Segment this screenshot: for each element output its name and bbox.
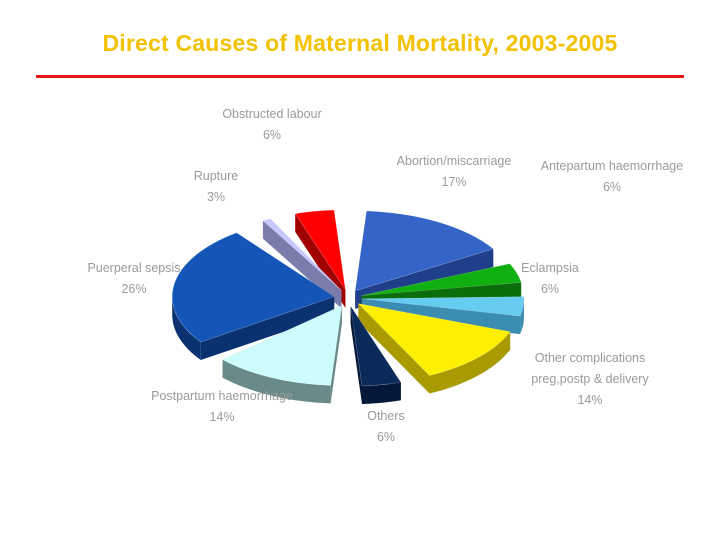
slice-top — [357, 303, 511, 376]
slice-label-line: Other complications — [535, 351, 645, 365]
slide-title: Direct Causes of Maternal Mortality, 200… — [102, 30, 618, 56]
slice-top — [361, 296, 525, 317]
slice-label: Other complications preg,postp & delivery… — [531, 351, 649, 407]
slice-label: Eclampsia 6% — [521, 261, 579, 296]
slice-percent: 3% — [207, 190, 225, 204]
slice-label: Others 6% — [367, 409, 405, 444]
slice-percent: 6% — [603, 180, 621, 194]
pie-slice — [171, 232, 335, 360]
slice-label-line: Others — [367, 409, 405, 423]
slice-side — [222, 359, 331, 404]
slice-label: Abortion/miscarriage 17% — [397, 154, 512, 189]
slice-side — [362, 382, 401, 404]
slice-top — [294, 209, 346, 290]
slice-cut-face — [350, 306, 362, 404]
slice-label: Antepartum haemorrhage 6% — [541, 159, 683, 194]
slice-top — [262, 218, 342, 291]
slice-label-line: Eclampsia — [521, 261, 579, 275]
slice-top — [350, 306, 402, 387]
slice-top — [221, 305, 343, 386]
slice-percent: 6% — [263, 128, 281, 142]
slice-label: Puerperal sepsis 26% — [87, 261, 180, 296]
slice-side — [520, 297, 524, 335]
slice-label: Rupture 3% — [194, 169, 239, 204]
slice-side — [429, 331, 511, 394]
slice-label-line: Obstructed labour — [222, 107, 321, 121]
pie-slice — [357, 303, 511, 394]
slice-top — [361, 263, 522, 296]
slice-percent: 14% — [577, 393, 602, 407]
slice-percent: 14% — [209, 410, 234, 424]
slice-cut-face — [330, 305, 342, 404]
slice-label: Postpartum haemorrhage 14% — [151, 389, 293, 424]
slice-label-line: Rupture — [194, 169, 239, 183]
slice-label-line: Antepartum haemorrhage — [541, 159, 683, 173]
slice-cut-face — [200, 296, 335, 360]
slice-label-line: Abortion/miscarriage — [397, 154, 512, 168]
slice-label: Obstructed labour 6% — [222, 107, 321, 142]
slice-cut-face — [358, 303, 430, 394]
slice-top — [171, 232, 335, 343]
slice-percent: 26% — [121, 282, 146, 296]
pie-slice — [350, 306, 402, 404]
slice-percent: 6% — [541, 282, 559, 296]
slice-percent: 17% — [441, 175, 466, 189]
slice-percent: 6% — [377, 430, 395, 444]
pie-slice — [221, 305, 343, 404]
slice-label-line: preg,postp & delivery — [531, 372, 649, 386]
slice-label-line: Postpartum haemorrhage — [151, 389, 293, 403]
pie-slice — [262, 218, 342, 309]
title-rule — [36, 75, 684, 78]
slice-top — [354, 210, 494, 292]
slice-side — [172, 296, 201, 360]
slice-label-line: Puerperal sepsis — [87, 261, 180, 275]
slice-cut-face — [361, 298, 521, 335]
pie-slice — [361, 296, 525, 335]
